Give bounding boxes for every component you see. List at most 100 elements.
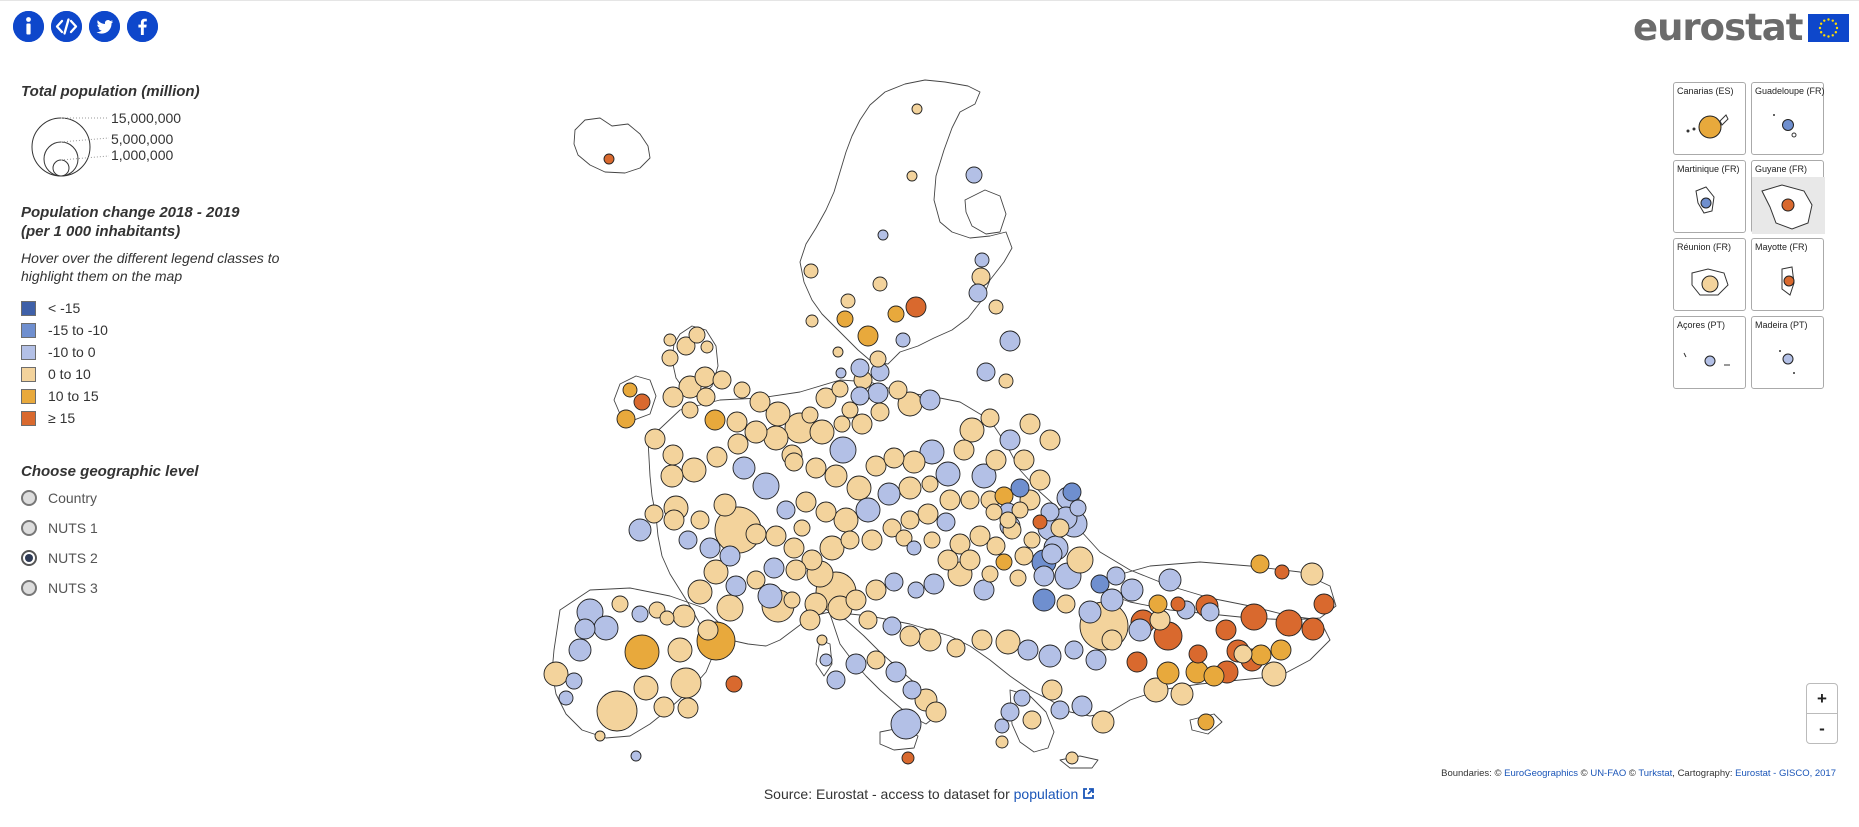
region-bubble[interactable] xyxy=(935,461,961,487)
region-bubble[interactable] xyxy=(850,386,870,406)
region-bubble[interactable] xyxy=(867,382,889,404)
region-bubble[interactable] xyxy=(1017,639,1039,661)
inset-2[interactable]: Martinique (FR) xyxy=(1673,160,1746,233)
region-bubble[interactable] xyxy=(884,572,904,592)
region-bubble[interactable] xyxy=(662,444,684,466)
region-bubble[interactable] xyxy=(727,433,749,455)
region-bubble[interactable] xyxy=(971,267,991,287)
region-bubble[interactable] xyxy=(905,296,927,318)
region-bubble[interactable] xyxy=(1128,618,1152,642)
region-bubble[interactable] xyxy=(969,525,991,547)
region-bubble[interactable] xyxy=(994,486,1014,506)
region-bubble[interactable] xyxy=(622,382,638,398)
radio-button[interactable] xyxy=(21,520,37,536)
inset-7[interactable]: Madeira (PT) xyxy=(1751,316,1824,389)
region-bubble[interactable] xyxy=(690,510,710,530)
region-bubble[interactable] xyxy=(594,730,606,742)
region-bubble[interactable] xyxy=(824,464,848,488)
region-bubble[interactable] xyxy=(857,325,879,347)
region-bubble[interactable] xyxy=(653,696,675,718)
region-bubble[interactable] xyxy=(855,497,881,523)
region-bubble[interactable] xyxy=(925,701,947,723)
radio-button[interactable] xyxy=(21,580,37,596)
region-bubble[interactable] xyxy=(1041,679,1063,701)
region-bubble[interactable] xyxy=(866,650,886,670)
region-bubble[interactable] xyxy=(1009,569,1027,587)
region-bubble[interactable] xyxy=(670,667,702,699)
region-bubble[interactable] xyxy=(1032,514,1048,530)
region-bubble[interactable] xyxy=(732,456,756,480)
legend-class-4[interactable]: 10 to 15 xyxy=(21,385,321,407)
region-bubble[interactable] xyxy=(1069,499,1087,517)
region-bubble[interactable] xyxy=(1188,644,1208,664)
region-bubble[interactable] xyxy=(826,670,846,690)
region-bubble[interactable] xyxy=(939,489,961,511)
region-bubble[interactable] xyxy=(726,411,748,433)
region-bubble[interactable] xyxy=(974,252,990,268)
region-bubble[interactable] xyxy=(971,629,993,651)
region-bubble[interactable] xyxy=(1275,609,1303,637)
region-bubble[interactable] xyxy=(799,609,821,631)
region-bubble[interactable] xyxy=(902,450,926,474)
inset-6[interactable]: Açores (PT) xyxy=(1673,316,1746,389)
region-bubble[interactable] xyxy=(1091,710,1115,734)
region-bubble[interactable] xyxy=(1041,543,1063,565)
region-bubble[interactable] xyxy=(919,389,941,411)
region-bubble[interactable] xyxy=(819,653,833,667)
region-bubble[interactable] xyxy=(1156,661,1180,685)
region-bubble[interactable] xyxy=(699,537,721,559)
region-bubble[interactable] xyxy=(1233,644,1253,664)
region-bubble[interactable] xyxy=(1274,564,1290,580)
region-bubble[interactable] xyxy=(633,393,651,411)
region-bubble[interactable] xyxy=(919,439,945,465)
region-bubble[interactable] xyxy=(801,406,819,424)
region-bubble[interactable] xyxy=(901,751,915,765)
region-bubble[interactable] xyxy=(678,375,702,399)
region-bubble[interactable] xyxy=(795,491,817,513)
region-bubble[interactable] xyxy=(719,545,741,567)
region-bubble[interactable] xyxy=(906,170,918,182)
region-bubble[interactable] xyxy=(603,153,615,165)
region-bubble[interactable] xyxy=(1126,651,1148,673)
region-bubble[interactable] xyxy=(858,610,878,630)
region-bubble[interactable] xyxy=(785,559,807,581)
region-bubble[interactable] xyxy=(888,380,908,400)
region-bubble[interactable] xyxy=(793,519,811,537)
region-bubble[interactable] xyxy=(725,675,743,693)
region-bubble[interactable] xyxy=(887,305,905,323)
region-bubble[interactable] xyxy=(667,637,693,663)
region-bubble[interactable] xyxy=(1056,594,1076,614)
region-bubble[interactable] xyxy=(861,529,883,551)
region-bubble[interactable] xyxy=(681,401,699,419)
inset-1[interactable]: Guadeloupe (FR) xyxy=(1751,82,1825,155)
region-bubble[interactable] xyxy=(543,661,569,687)
region-bubble[interactable] xyxy=(840,530,860,550)
region-bubble[interactable] xyxy=(1050,518,1070,538)
region-bubble[interactable] xyxy=(829,436,857,464)
region-bubble[interactable] xyxy=(565,672,583,690)
region-bubble[interactable] xyxy=(850,358,870,378)
region-bubble[interactable] xyxy=(694,366,716,388)
eurogeographics-link[interactable]: EuroGeographics xyxy=(1504,768,1579,779)
region-bubble[interactable] xyxy=(1101,629,1123,651)
region-bubble[interactable] xyxy=(672,604,696,628)
region-bubble[interactable] xyxy=(831,380,849,398)
region-bubble[interactable] xyxy=(980,408,1000,428)
region-bubble[interactable] xyxy=(882,518,902,538)
region-bubble[interactable] xyxy=(845,589,867,611)
legend-class-3[interactable]: 0 to 10 xyxy=(21,363,321,385)
region-bubble[interactable] xyxy=(757,583,783,609)
region-bubble[interactable] xyxy=(1250,554,1270,574)
region-bubble[interactable] xyxy=(681,457,707,483)
region-bubble[interactable] xyxy=(998,373,1014,389)
region-bubble[interactable] xyxy=(921,475,939,493)
region-bubble[interactable] xyxy=(783,591,801,609)
region-bubble[interactable] xyxy=(968,283,988,303)
region-bubble[interactable] xyxy=(999,511,1017,529)
region-bubble[interactable] xyxy=(981,565,999,583)
region-bubble[interactable] xyxy=(765,525,787,547)
region-bubble[interactable] xyxy=(869,350,887,368)
region-bubble[interactable] xyxy=(660,464,684,488)
region-bubble[interactable] xyxy=(1200,602,1220,622)
region-bubble[interactable] xyxy=(752,472,780,500)
